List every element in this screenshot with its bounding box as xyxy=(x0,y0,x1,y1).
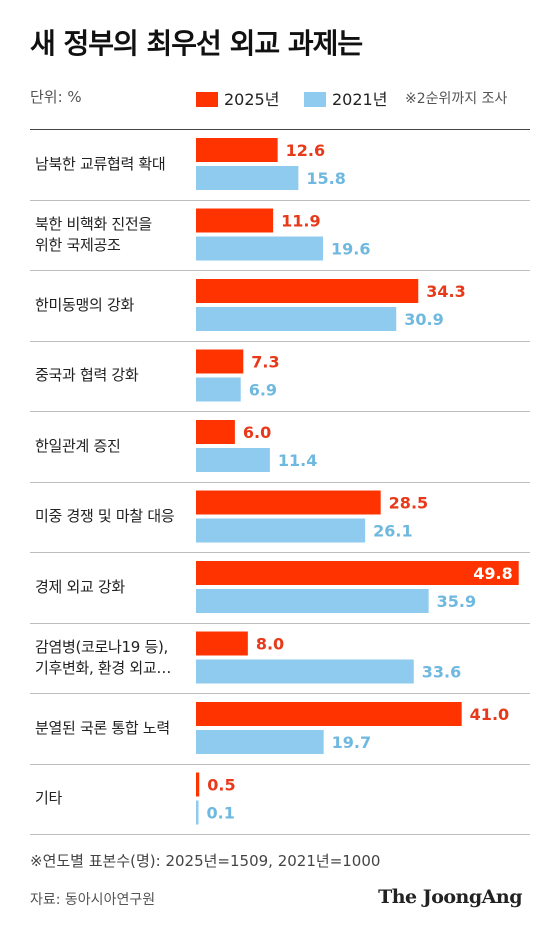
category-label: 기타 xyxy=(35,789,63,808)
bar-2025 xyxy=(196,772,200,797)
bar-2025 xyxy=(196,349,244,374)
value-label-2021: 33.6 xyxy=(422,663,461,682)
legend-label-2025: 2025년 xyxy=(224,90,280,109)
category-label: 중국과 협력 강화 xyxy=(35,366,139,385)
category-label: 남북한 교류협력 확대 xyxy=(35,154,166,173)
value-label-2025: 41.0 xyxy=(470,705,509,724)
bar-2021 xyxy=(196,800,199,825)
sample-size-footnote: ※연도별 표본수(명): 2025년=1509, 2021년=1000 xyxy=(30,852,381,870)
bar-2021 xyxy=(196,236,324,261)
row-divider xyxy=(30,340,530,342)
bar-2025 xyxy=(196,702,462,726)
bar-2021 xyxy=(196,659,414,684)
legend-item-2021: 2021년 xyxy=(304,86,387,110)
category-label: 한일관계 증진 xyxy=(35,436,121,455)
row-divider xyxy=(30,199,530,201)
value-label-2021: 30.9 xyxy=(404,310,443,329)
bar-2025 xyxy=(196,138,278,162)
row-divider xyxy=(30,834,530,835)
row-divider xyxy=(30,481,530,483)
chart-title: 새 정부의 최우선 외교 과제는 xyxy=(30,27,363,60)
row-divider xyxy=(30,411,530,412)
unit-label: 단위: % xyxy=(30,88,82,106)
category-label: 북한 비핵화 진전을 위한 국제공조 xyxy=(35,214,152,254)
legend-item-2025: 2025년 xyxy=(196,86,279,110)
bar-2021 xyxy=(196,307,397,331)
legend-swatch-2021 xyxy=(304,92,326,107)
category-label: 분열된 국론 통합 노력 xyxy=(35,718,170,737)
value-label-2021: 26.1 xyxy=(373,522,412,541)
value-label-2025: 49.8 xyxy=(473,564,512,583)
bar-2025 xyxy=(196,490,381,515)
row-divider xyxy=(30,129,530,130)
value-label-2025: 34.3 xyxy=(426,282,465,301)
legend-label-2021: 2021년 xyxy=(332,90,388,109)
value-label-2021: 35.9 xyxy=(437,592,476,611)
value-label-2025: 6.0 xyxy=(243,423,271,442)
row-divider xyxy=(30,270,530,271)
value-label-2021: 15.8 xyxy=(306,169,345,188)
bar-2021 xyxy=(196,166,299,190)
bar-2021 xyxy=(196,730,324,754)
row-divider xyxy=(30,693,530,694)
row-divider xyxy=(30,552,530,553)
value-label-2025: 11.9 xyxy=(281,212,320,231)
category-label: 미중 경쟁 및 마찰 대응 xyxy=(35,507,175,526)
value-label-2021: 0.1 xyxy=(207,804,235,823)
value-label-2021: 19.7 xyxy=(332,733,371,752)
publisher-logo: The JoongAng xyxy=(378,886,522,908)
survey-note: ※2순위까지 조사 xyxy=(405,91,508,107)
value-label-2025: 0.5 xyxy=(207,776,235,795)
value-label-2021: 11.4 xyxy=(278,451,317,470)
value-label-2025: 7.3 xyxy=(251,353,279,372)
value-label-2025: 8.0 xyxy=(256,635,284,654)
category-label: 경제 외교 강화 xyxy=(35,577,125,596)
category-label: 감염병(코로나19 등), 기후변화, 환경 외교… xyxy=(35,637,172,677)
category-label: 한미동맹의 강화 xyxy=(35,295,134,314)
row-divider xyxy=(30,763,530,765)
bar-2021 xyxy=(196,448,270,472)
row-divider xyxy=(30,622,530,624)
value-label-2021: 19.6 xyxy=(331,240,370,259)
bar-2021 xyxy=(196,377,241,402)
bar-2025 xyxy=(196,208,274,233)
bar-2025 xyxy=(196,279,419,303)
bar-2025 xyxy=(196,420,235,444)
value-label-2021: 6.9 xyxy=(249,381,277,400)
bar-2021 xyxy=(196,589,429,613)
value-label-2025: 12.6 xyxy=(286,141,325,160)
legend-swatch-2025 xyxy=(196,92,218,107)
bar-2025 xyxy=(196,561,519,585)
bar-2025 xyxy=(196,631,248,656)
bar-2021 xyxy=(196,518,366,543)
source-label: 자료: 동아시아연구원 xyxy=(30,892,156,908)
value-label-2025: 28.5 xyxy=(389,494,428,513)
